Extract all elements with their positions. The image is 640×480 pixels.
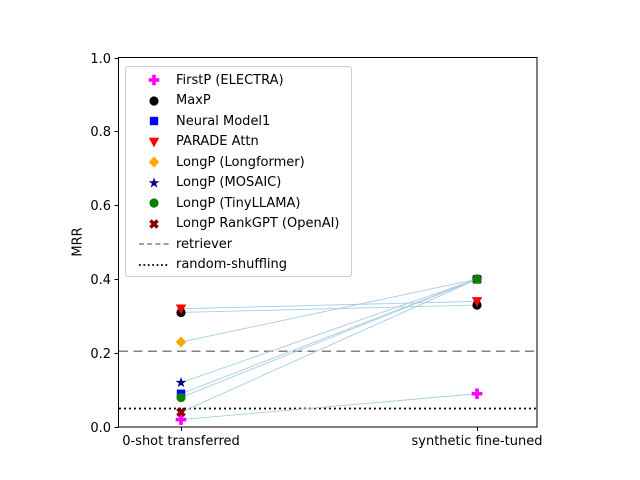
legend-item-label: LongP (TinyLLAMA): [176, 195, 301, 211]
legend-item-longp-mosaic: LongP (MOSAIC): [126, 173, 351, 194]
y-tick-label: 0.8: [90, 125, 111, 140]
longp-mosaic-marker-glyph: [148, 177, 160, 188]
point-firstp-electra-0: [175, 414, 187, 425]
firstp-electra-marker-glyph: [148, 74, 160, 86]
legend-item-neural-model1: Neural Model1: [126, 111, 351, 132]
longp-rankgpt-openai-marker-icon: [149, 218, 159, 229]
legend-item-label: FirstP (ELECTRA): [176, 72, 284, 88]
legend-item-parade-attn: PARADE Attn: [126, 132, 351, 153]
legend-item-label: random-shuffling: [176, 257, 288, 273]
series-connector-firstp-electra: [180, 393, 478, 421]
longp-mosaic-marker-icon: [148, 177, 160, 188]
series-connector-longp-tinyllama: [180, 278, 478, 398]
y-tick-label: 0.6: [90, 199, 111, 214]
longp-tinyllama-marker-glyph: [149, 198, 159, 208]
plot-border: [118, 57, 538, 428]
legend-item-label: LongP (Longformer): [176, 154, 305, 170]
random-shuffling-marker-icon: [139, 263, 169, 266]
y-axis-label: MRR: [70, 227, 86, 257]
firstp-electra-marker-icon: [148, 74, 160, 86]
y-tick-label: 0.2: [90, 347, 111, 362]
series-connector-neural-model1: [180, 278, 478, 395]
legend-item-longp-longformer: LongP (Longformer): [126, 152, 351, 173]
point-parade-attn-0: [175, 304, 187, 315]
legend-item-label: retriever: [176, 236, 233, 252]
longp-tinyllama-marker-icon: [149, 198, 159, 208]
series-connector-longp-mosaic: [180, 278, 478, 384]
parade-attn-marker-icon: [148, 137, 160, 148]
legend-item-random-shuffling: random-shuffling: [126, 255, 351, 276]
point-longp-longformer-0: [175, 336, 187, 348]
point-firstp-electra-1: [471, 388, 483, 400]
legend-item-label: MaxP: [176, 93, 211, 109]
series-connector-parade-attn: [180, 300, 478, 310]
legend-item-firstp-electra: FirstP (ELECTRA): [126, 70, 351, 91]
maxp-marker-icon: [149, 96, 159, 106]
longp-rankgpt-openai-marker-glyph: [149, 218, 159, 229]
y-tick-label: 0.4: [90, 273, 111, 288]
y-tick-label: 0.0: [90, 421, 111, 436]
legend-item-longp-rankgpt-openai: LongP RankGPT (OpenAI): [126, 214, 351, 235]
legend-item-maxp: MaxP: [126, 91, 351, 112]
point-longp-tinyllama-1: [472, 274, 482, 284]
point-longp-tinyllama-0: [176, 392, 186, 403]
legend-item-label: LongP (MOSAIC): [176, 175, 282, 191]
point-longp-rankgpt-openai-0: [176, 407, 186, 418]
point-parade-attn-1: [471, 297, 483, 307]
maxp-marker-glyph: [149, 96, 159, 106]
x-tick-label-0-shot-transferred: 0-shot transferred: [122, 434, 240, 449]
series-connector-longp-rankgpt-openai: [180, 278, 478, 413]
legend-item-label: Neural Model1: [176, 113, 271, 129]
legend: FirstP (ELECTRA) MaxP Neural Model1 PARADE …: [125, 66, 352, 277]
legend-item-label: LongP RankGPT (OpenAI): [176, 216, 340, 232]
legend-item-retriever: retriever: [126, 234, 351, 255]
x-tick-label-synthetic-fine-tuned: synthetic fine-tuned: [412, 434, 543, 449]
neural-model1-marker-glyph: [149, 117, 159, 126]
point-longp-mosaic-0: [175, 376, 187, 388]
y-tick-label: 1.0: [90, 52, 111, 67]
legend-item-longp-tinyllama: LongP (TinyLLAMA): [126, 193, 351, 214]
series-connector-longp-longformer: [180, 278, 478, 343]
neural-model1-marker-icon: [149, 117, 159, 126]
parade-attn-marker-glyph: [148, 137, 160, 148]
series-connector-maxp: [180, 304, 478, 313]
longp-longformer-marker-glyph: [148, 156, 160, 168]
retriever-marker-icon: [139, 243, 169, 246]
longp-longformer-marker-icon: [148, 156, 160, 168]
legend-item-label: PARADE Attn: [176, 134, 259, 150]
